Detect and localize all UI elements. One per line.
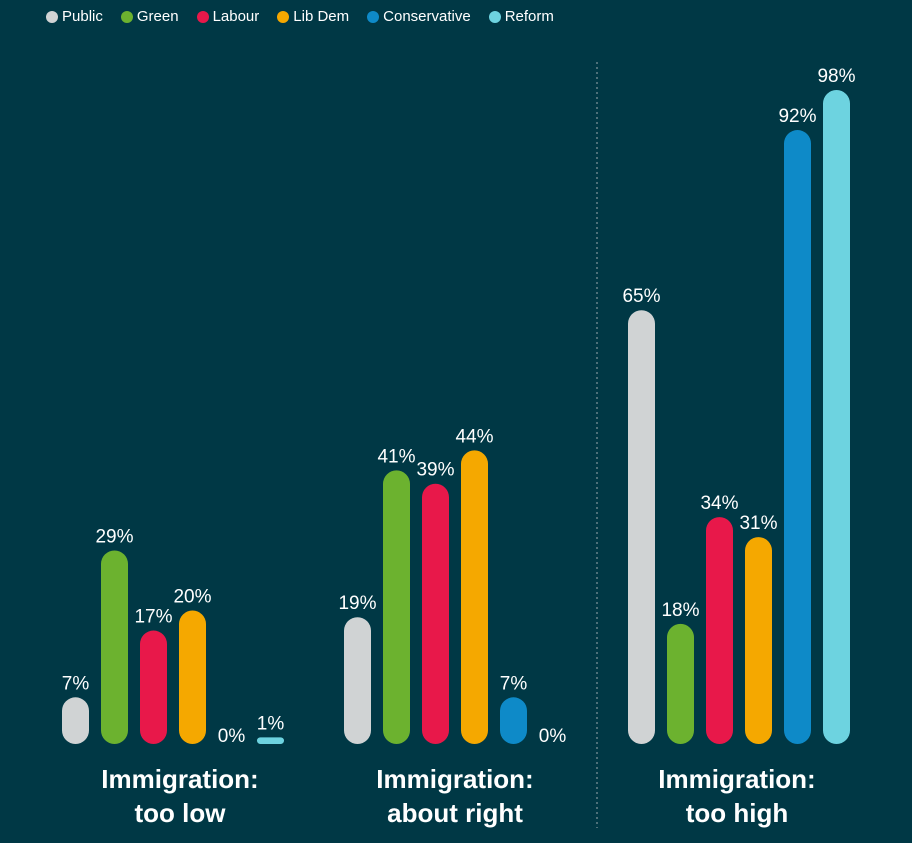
group-label-line: about right xyxy=(387,798,523,828)
data-label: 19% xyxy=(338,593,376,614)
bar-public xyxy=(62,697,89,744)
group-label-line: Immigration: xyxy=(101,764,259,794)
data-label: 39% xyxy=(416,460,454,481)
data-label: 44% xyxy=(455,426,493,447)
legend: Public Green Labour Lib Dem Conservative Refo… xyxy=(46,8,554,25)
group-label-line: Immigration: xyxy=(376,764,534,794)
data-label: 20% xyxy=(173,587,211,608)
legend-item-public: Public xyxy=(46,8,103,25)
bar-conservative xyxy=(500,697,527,744)
group-label-line: too high xyxy=(685,798,789,828)
legend-swatch xyxy=(46,10,58,23)
bar-labour xyxy=(706,517,733,744)
legend-label: Lib Dem xyxy=(293,8,350,25)
legend-label: Conservative xyxy=(383,8,471,25)
data-label: 29% xyxy=(95,526,133,547)
bar-lib-dem xyxy=(745,537,772,744)
data-label: 7% xyxy=(500,673,528,694)
legend-swatch xyxy=(120,10,133,23)
bar-reform xyxy=(823,90,850,744)
data-label: 7% xyxy=(62,673,90,694)
data-label: 31% xyxy=(739,513,777,534)
bar-lib-dem xyxy=(179,610,206,744)
legend-item-labour: Labour xyxy=(196,8,260,25)
legend-label: Labour xyxy=(212,8,260,25)
data-label: 17% xyxy=(134,607,172,628)
bar-reform xyxy=(257,737,284,744)
legend-label: Reform xyxy=(504,8,554,25)
bar-lib-dem xyxy=(461,450,488,744)
legend-item-conservative: Conservative xyxy=(367,8,471,25)
legend-item-lib-dem: Lib Dem xyxy=(277,8,349,25)
data-label: 65% xyxy=(622,286,660,307)
bar-conservative xyxy=(784,130,811,744)
data-label: 1% xyxy=(257,713,285,734)
data-label: 98% xyxy=(817,66,855,87)
bar-public xyxy=(344,617,371,744)
group-label-line: too low xyxy=(134,798,226,828)
legend-swatch xyxy=(488,10,501,23)
group-label-too-high: Immigration: too high xyxy=(637,762,837,830)
legend-item-green: Green xyxy=(120,8,179,25)
bar-green xyxy=(383,470,410,744)
data-label: 0% xyxy=(539,726,567,747)
legend-swatch xyxy=(196,10,209,23)
group-label-line: Immigration: xyxy=(658,764,816,794)
legend-item-reform: Reform xyxy=(488,8,554,25)
data-label: 18% xyxy=(661,600,699,621)
legend-swatch xyxy=(277,10,290,23)
group-label-too-low: Immigration: too low xyxy=(80,762,280,830)
legend-swatch xyxy=(367,10,380,23)
bar-public xyxy=(628,310,655,744)
data-label: 92% xyxy=(778,106,816,127)
bar-labour xyxy=(140,630,167,744)
group-label-about-right: Immigration: about right xyxy=(355,762,555,830)
data-label: 41% xyxy=(377,446,415,467)
legend-label: Public xyxy=(62,8,103,25)
bar-green xyxy=(101,550,128,744)
data-label: 0% xyxy=(218,726,246,747)
bar-labour xyxy=(422,483,449,744)
bar-green xyxy=(667,623,694,744)
data-label: 34% xyxy=(700,493,738,514)
legend-label: Green xyxy=(136,8,179,25)
